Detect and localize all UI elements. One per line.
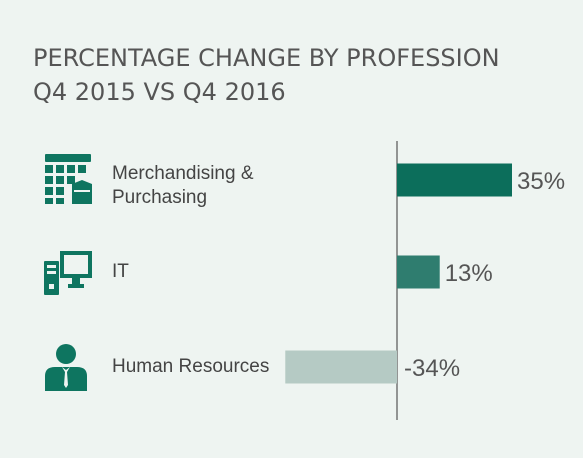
- chart-title-line-1: PERCENTAGE CHANGE BY PROFESSION: [33, 44, 500, 72]
- calendar-grid-icon: [45, 154, 92, 204]
- chart-title: PERCENTAGE CHANGE BY PROFESSION Q4 2015 …: [33, 41, 500, 109]
- row-label-it: IT: [112, 261, 129, 282]
- bar-1: [397, 163, 512, 197]
- value-label-1: 35%: [517, 168, 565, 195]
- value-label-3: -34%: [404, 355, 460, 382]
- bar-2: [397, 255, 440, 289]
- computer-icon: [44, 251, 92, 295]
- person-icon: [45, 344, 87, 391]
- row-label-human-resources: Human Resources: [112, 356, 270, 377]
- bar-3: [285, 350, 397, 384]
- value-label-2: 13%: [445, 260, 493, 287]
- row-label-merchandising: Merchandising & Purchasing: [112, 163, 254, 208]
- chart-title-line-2: Q4 2015 VS Q4 2016: [33, 78, 286, 106]
